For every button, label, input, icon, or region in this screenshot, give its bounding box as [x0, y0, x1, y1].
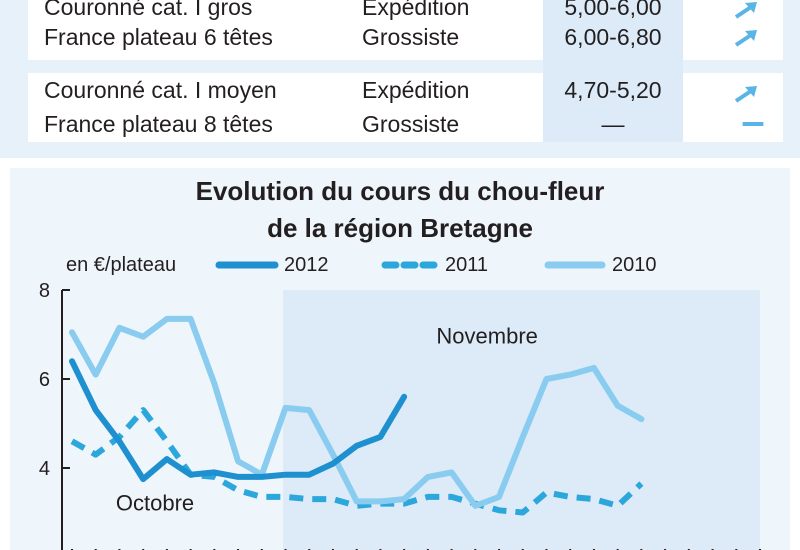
- price-cell: —: [601, 111, 625, 137]
- series-line-2012: [69, 358, 408, 483]
- series-line-2010: [69, 315, 645, 509]
- market-cell: Expédition: [362, 77, 470, 103]
- y-tick-label: 2: [39, 547, 50, 550]
- y-tick-label: 6: [39, 369, 50, 391]
- trend-up-icon: [734, 2, 757, 19]
- trend-up-icon: [734, 86, 757, 103]
- legend-label-2011: 2011: [445, 254, 489, 276]
- legend-label-2012: 2012: [284, 254, 329, 276]
- product-cell: France plateau 8 têtes: [44, 111, 273, 137]
- y-tick-label: 4: [39, 458, 50, 480]
- product-cell: France plateau 6 têtes: [44, 24, 273, 50]
- price-column: [543, 0, 683, 142]
- market-cell: Expédition: [362, 0, 470, 20]
- trend-up-icon: [734, 30, 757, 47]
- price-cell: 5,00-6,00: [564, 0, 662, 20]
- price-cell: 4,70-5,20: [564, 77, 662, 103]
- product-cell: Couronné cat. I moyen: [44, 77, 277, 103]
- annotation-novembre: Novembre: [436, 323, 537, 348]
- legend-label-2010: 2010: [612, 254, 657, 276]
- y-axis-unit-label: en €/plateau: [66, 254, 177, 276]
- product-cell: Couronné cat. I gros: [44, 0, 253, 20]
- chart-subtitle: de la région Bretagne: [267, 213, 533, 243]
- price-table: Couronné cat. I gros Expédition 5,00-6,0…: [0, 0, 800, 158]
- y-tick-label: 8: [39, 280, 50, 302]
- market-cell: Grossiste: [362, 111, 460, 137]
- price-cell: 6,00-6,80: [564, 24, 662, 50]
- market-cell: Grossiste: [362, 24, 460, 50]
- trend-stable-icon: [742, 122, 764, 126]
- annotation-octobre: Octobre: [116, 490, 194, 515]
- chart-title: Evolution du cours du chou-fleur: [195, 176, 605, 206]
